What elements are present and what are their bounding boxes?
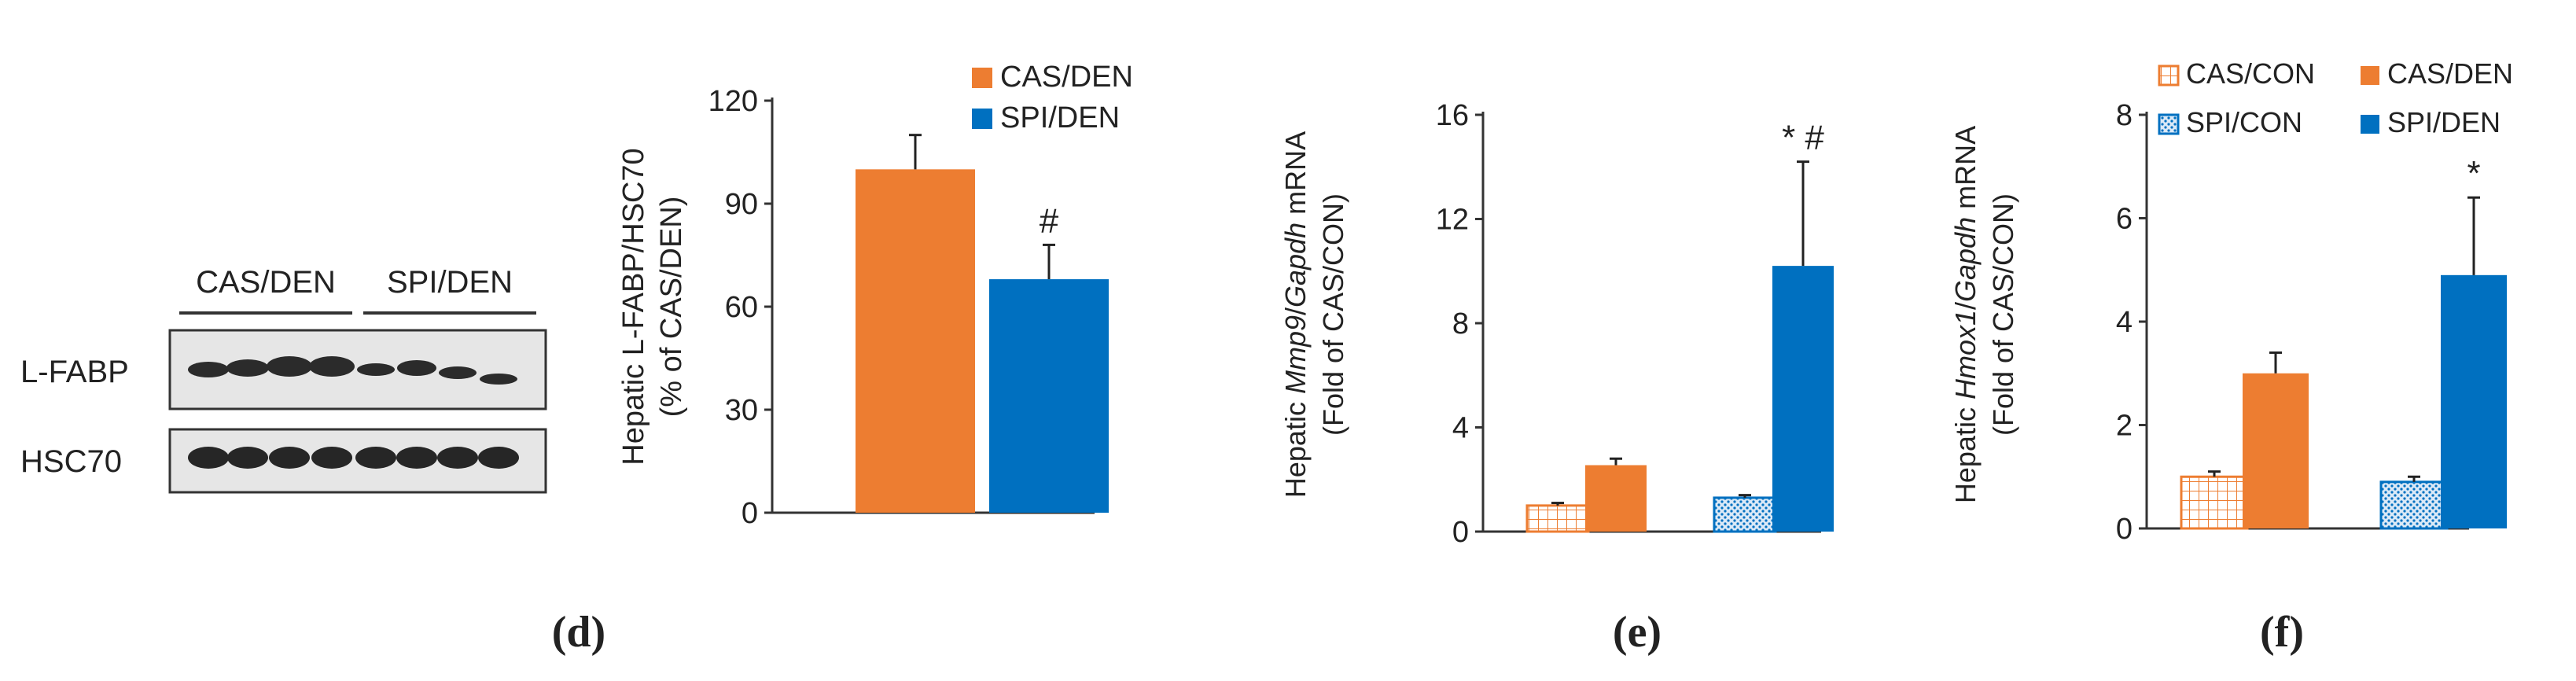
blot-group-label-cas: CAS/DEN (196, 265, 336, 300)
panel-label-e: (e) (1613, 608, 1662, 657)
legend-label: CAS/DEN (1000, 61, 1133, 94)
legend-swatch (2158, 113, 2180, 135)
significance-mark: # (1040, 201, 1059, 240)
blot-band-hsc70 (227, 447, 268, 469)
y-axis-label-line2: (Fold of CAS/CON) (1317, 193, 1349, 436)
y-tick-label: 16 (1436, 99, 1469, 132)
legend-swatch (2361, 66, 2379, 85)
blot-band-hsc70 (188, 447, 229, 469)
blot-band-hsc70 (437, 447, 478, 469)
mmp9-chart: 0 4 8 12 16 Hepatic Mmp9/Gapdh mRNA(Fold of C… (1279, 99, 1834, 549)
bar (1525, 504, 1590, 533)
y-tick-label: 8 (1452, 307, 1469, 340)
bar (2180, 475, 2249, 530)
western-blot: CAS/DEN SPI/DEN L-FABP HSC70 (20, 265, 547, 494)
y-axis-label-part: Hepatic (1949, 399, 1982, 503)
blot-band-lfabp (357, 363, 395, 376)
y-tick-label: 30 (725, 394, 758, 427)
blot-row-label-lfabp: L-FABP (20, 355, 129, 389)
y-axis-label-line2: (Fold of CAS/CON) (1987, 193, 2019, 436)
y-axis-label-part: mRNA (1279, 131, 1312, 223)
y-tick-label: 12 (1436, 204, 1469, 237)
blot-band-lfabp (267, 356, 312, 377)
y-axis-label-line2: (% of CAS/DEN) (655, 197, 688, 418)
legend: CAS/CON CAS/DEN SPI/CON SPI/DEN (2158, 57, 2513, 138)
y-tick-label: 0 (1452, 516, 1469, 549)
blot-band-hsc70 (478, 447, 519, 469)
blot-band-hsc70 (269, 447, 310, 469)
bar (2243, 373, 2309, 528)
panel-label-f: (f) (2260, 608, 2304, 657)
legend-label: SPI/DEN (2387, 106, 2501, 138)
y-axis-label-part: / (1949, 302, 1982, 310)
bar (1585, 465, 1647, 532)
y-tick-label: 8 (2116, 99, 2133, 132)
y-tick-label: 6 (2116, 203, 2133, 236)
significance-mark: * # (1782, 119, 1824, 157)
y-tick-label: 60 (725, 291, 758, 324)
blot-row-label-hsc70: HSC70 (20, 444, 122, 479)
significance-mark: * (2467, 154, 2480, 193)
y-tick-label: 0 (2116, 513, 2133, 546)
y-axis-label: Hepatic L-FABP/HSC70 (617, 148, 650, 465)
y-axis-label: Hepatic Mmp9/Gapdh mRNA (1279, 131, 1312, 498)
blot-band-lfabp (480, 374, 517, 385)
legend-swatch (972, 68, 992, 88)
blot-band-lfabp (439, 366, 477, 379)
legend-label: SPI/CON (2186, 106, 2302, 138)
lfabp-chart: 0 30 60 90 120 Hepatic L-FABP/HSC70 (% of CAS/… (617, 61, 1133, 530)
legend-label: SPI/DEN (1000, 101, 1120, 134)
blot-band-hsc70 (355, 447, 396, 469)
legend: CAS/DEN SPI/DEN (972, 61, 1133, 134)
y-tick-label: 4 (1452, 412, 1469, 445)
y-axis-label-part: Mmp9 (1279, 315, 1312, 394)
y-tick-label: 0 (742, 497, 758, 530)
hmox1-chart: 0 2 4 6 8 Hepatic Hmox1/Gapdh mRNA(Fold of CA… (1949, 57, 2513, 546)
blot-band-lfabp (226, 359, 269, 377)
blot-band-lfabp (188, 362, 229, 377)
legend-label: CAS/DEN (2387, 57, 2513, 90)
bar (1713, 496, 1777, 533)
panel-label-d: (d) (552, 608, 605, 657)
bar (856, 169, 975, 514)
y-tick-label: 4 (2116, 306, 2133, 339)
legend-swatch (972, 109, 992, 129)
y-tick-label: 120 (708, 85, 758, 118)
y-axis-label-part: Gapdh (1949, 217, 1982, 302)
y-axis-label-part: / (1279, 307, 1312, 315)
y-axis-label: Hepatic Hmox1/Gapdh mRNA (1949, 126, 1982, 503)
blot-band-hsc70 (396, 447, 437, 469)
blot-bands (188, 356, 519, 469)
blot-group-label-spi: SPI/DEN (387, 265, 513, 300)
legend-swatch (2361, 115, 2379, 134)
legend-swatch (2158, 64, 2180, 87)
y-axis-label-part: Hepatic (1279, 394, 1312, 498)
y-axis-label-part: mRNA (1949, 126, 1982, 217)
legend-label: CAS/CON (2186, 57, 2315, 90)
blot-band-lfabp (309, 356, 355, 377)
bar (989, 279, 1109, 513)
bar (2441, 274, 2507, 528)
y-tick-label: 2 (2116, 410, 2133, 443)
y-axis-label-part: Gapdh (1279, 223, 1312, 307)
blot-band-lfabp (397, 360, 436, 376)
blot-band-hsc70 (311, 447, 352, 469)
y-tick-label: 90 (725, 188, 758, 221)
bar (2379, 480, 2449, 530)
y-axis-label-part: Hmox1 (1949, 310, 1982, 399)
bar (1772, 266, 1834, 532)
